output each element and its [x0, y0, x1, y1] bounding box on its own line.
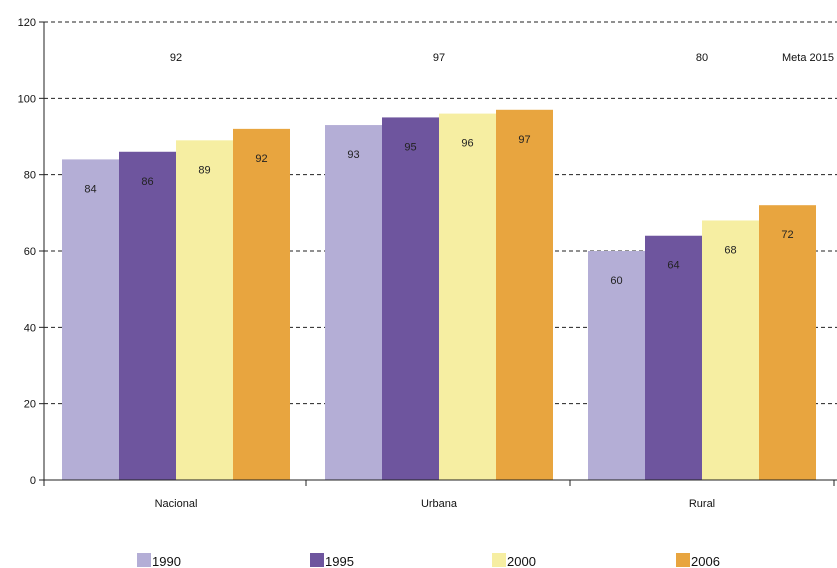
bar-rural-2006	[759, 205, 816, 480]
y-tick-label: 100	[18, 93, 36, 105]
y-tick-labels: 0 20 40 60 80 100 120	[18, 17, 36, 487]
target-value: 97	[433, 52, 445, 64]
y-tick-label: 40	[24, 322, 36, 334]
target-labels: Meta 2015 92 97 80	[170, 52, 834, 64]
legend-label: 2006	[691, 554, 720, 568]
legend: 1990 1995 2000 2006	[137, 553, 720, 568]
category-label: Urbana	[421, 498, 458, 510]
legend-swatch-2000	[492, 553, 506, 567]
legend-label: 2000	[507, 554, 536, 568]
bar-value-label: 84	[84, 183, 96, 195]
y-tick-label: 60	[24, 246, 36, 258]
legend-swatch-2006	[676, 553, 690, 567]
bar-value-label: 64	[667, 260, 679, 272]
bar-value-label: 93	[347, 149, 359, 161]
bar-value-label: 92	[255, 153, 267, 165]
axes	[39, 21, 837, 486]
bar-nacional-2000	[176, 140, 233, 481]
bar-nacional-1990	[62, 159, 119, 480]
legend-label: 1990	[152, 554, 181, 568]
category-label: Rural	[689, 498, 715, 510]
bar-nacional-2006	[233, 128, 290, 480]
bar-rural-2000	[702, 220, 759, 480]
bar-value-labels: 84 86 89 92 93 95 96 97 60 64 68 72	[84, 134, 793, 287]
bar-value-label: 72	[781, 229, 793, 241]
legend-label: 1995	[325, 554, 354, 568]
bar-value-label: 68	[724, 244, 736, 256]
y-tick-label: 20	[24, 399, 36, 411]
bar-urbana-2000	[439, 113, 496, 480]
target-value: 92	[170, 52, 182, 64]
category-label: Nacional	[155, 498, 198, 510]
legend-swatch-1990	[137, 553, 151, 567]
bar-value-label: 89	[198, 164, 210, 176]
y-tick-label: 120	[18, 17, 36, 29]
bar-value-label: 95	[404, 141, 416, 153]
bar-value-label: 97	[518, 134, 530, 146]
bar-rural-1990	[588, 251, 645, 480]
target-value: 80	[696, 52, 708, 64]
bar-value-label: 86	[141, 176, 153, 188]
bar-rural-1995	[645, 235, 702, 480]
bars	[62, 109, 816, 481]
target-label: Meta 2015	[782, 52, 834, 64]
category-labels: Nacional Urbana Rural	[155, 498, 716, 510]
bar-urbana-1995	[382, 117, 439, 481]
y-tick-label: 80	[24, 170, 36, 182]
legend-swatch-1995	[310, 553, 324, 567]
bar-value-label: 96	[461, 138, 473, 150]
bar-value-label: 60	[610, 275, 622, 287]
y-tick-label: 0	[30, 475, 36, 487]
bar-urbana-2006	[496, 109, 553, 481]
bar-nacional-1995	[119, 151, 176, 480]
bar-urbana-1990	[325, 125, 382, 481]
